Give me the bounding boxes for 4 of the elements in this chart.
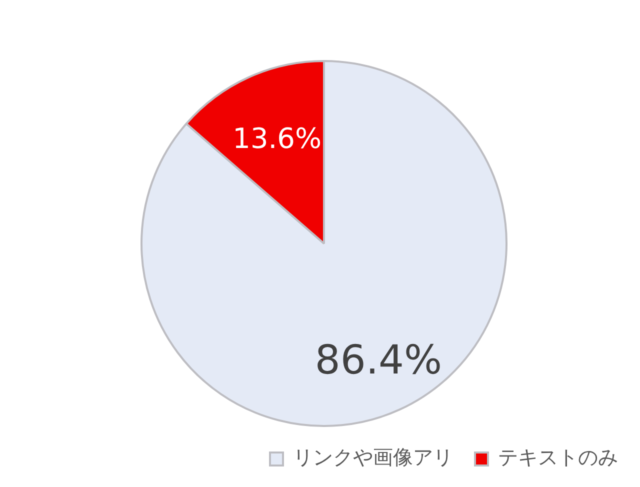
legend-label: テキストのみ — [498, 445, 618, 470]
data-label: 86.4% — [314, 337, 442, 384]
data-label: 13.6% — [232, 122, 322, 155]
legend-label: リンクや画像アリ — [293, 445, 453, 470]
